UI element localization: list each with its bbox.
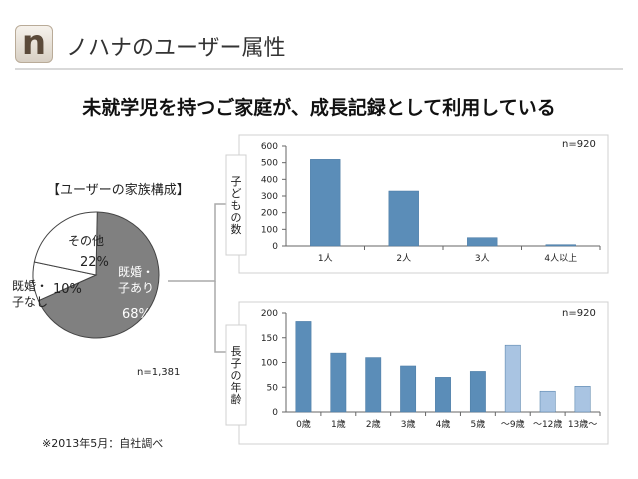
bar (310, 159, 341, 247)
bar (400, 365, 417, 413)
connector-to-chart1 (168, 203, 232, 282)
y-tick-label: 500 (261, 159, 278, 169)
x-tick-label: ～9歳 (501, 418, 525, 430)
pie-label-married-children-2: 子あり (118, 281, 155, 295)
y-tick-label: 100 (261, 225, 278, 235)
y-axis-label: 子どもの数 (231, 175, 242, 236)
bar (539, 390, 556, 413)
y-tick-label: 200 (261, 209, 278, 219)
pie-percent-other: 22% (80, 255, 109, 270)
footnote: ※2013年5月：自社調べ (42, 437, 164, 450)
pie-label-other: その他 (68, 234, 105, 248)
y-tick-label: 600 (261, 142, 278, 152)
bar (545, 244, 576, 247)
x-tick-label: 3人 (475, 253, 490, 264)
ylabel-box (225, 154, 247, 256)
bar (467, 237, 498, 247)
bar (388, 190, 419, 247)
y-tick-label: 300 (261, 192, 278, 202)
pie-sample-size: n=1,381 (137, 367, 181, 378)
pie-title: 【ユーザーの家族構成】 (47, 183, 190, 198)
x-tick-label: 0歳 (296, 418, 311, 430)
pie-label-married-nochildren-1: 既婚・ (12, 279, 49, 293)
bar (574, 386, 591, 413)
bar (435, 377, 451, 413)
pie-label-married-nochildren-2: 子なし (12, 295, 49, 309)
bar (330, 352, 347, 413)
x-tick-label: 4人以上 (544, 253, 577, 264)
bar (295, 321, 312, 413)
y-tick-label: 100 (261, 359, 278, 369)
chart1-sample-size: n=920 (562, 139, 596, 150)
page-title: ノハナのユーザー属性 (66, 36, 286, 61)
bar (469, 371, 486, 413)
x-tick-label: 5歳 (471, 418, 486, 430)
ylabel-box (225, 324, 247, 426)
x-tick-label: 1人 (318, 253, 333, 264)
pie-slice-married-children (37, 211, 160, 339)
x-tick-label: 13歳～ (568, 418, 597, 430)
chart2-sample-size: n=920 (562, 308, 596, 319)
y-tick-label: 150 (261, 334, 278, 344)
pie-percent-married-nochildren: 10% (53, 282, 82, 297)
x-tick-label: 3歳 (401, 418, 416, 430)
pie-slice-other (33, 211, 98, 276)
y-tick-label: 0 (272, 408, 278, 418)
headline: 未就学児を持つご家庭が、成長記録として利用している (82, 97, 556, 119)
x-tick-label: 1歳 (331, 418, 346, 430)
y-axis-label: 長子の年齢 (231, 345, 242, 406)
x-tick-label: ～12歳 (533, 418, 562, 430)
y-tick-label: 50 (267, 383, 279, 393)
header-divider (15, 68, 623, 70)
y-tick-label: 400 (261, 175, 278, 185)
pie-percent-married-children: 68% (122, 307, 151, 322)
x-tick-label: 2人 (396, 253, 411, 264)
chart-frame (238, 134, 609, 274)
bar (365, 357, 382, 413)
pie-label-married-children-1: 既婚・ (118, 265, 155, 279)
x-tick-label: 2歳 (366, 418, 381, 430)
bar (504, 344, 521, 413)
y-tick-label: 0 (272, 242, 278, 252)
nohana-logo-icon: n (15, 23, 53, 63)
x-tick-label: 4歳 (436, 418, 451, 430)
y-tick-label: 200 (261, 309, 278, 319)
